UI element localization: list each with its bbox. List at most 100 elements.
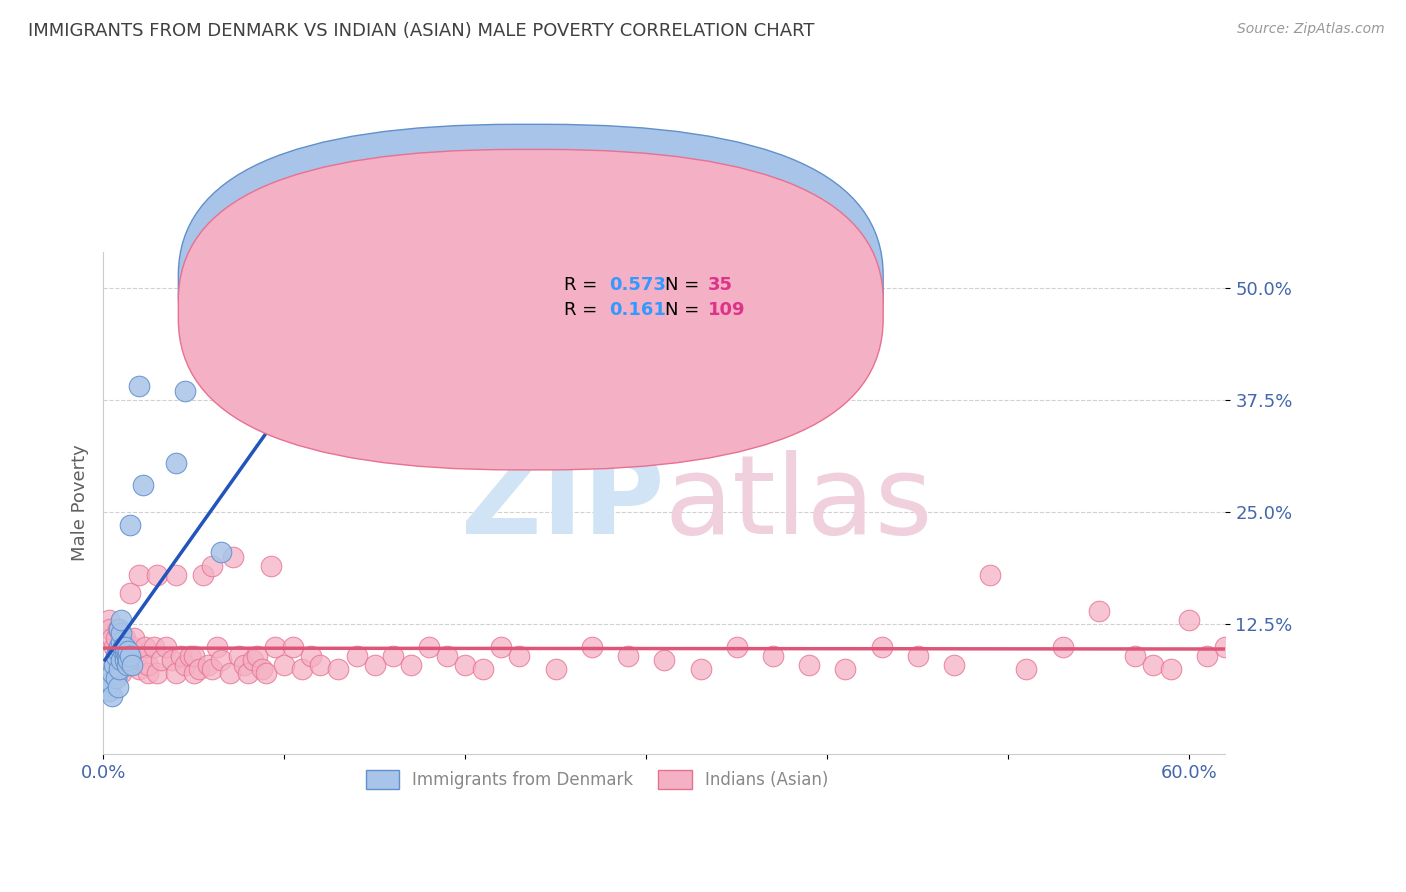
Point bbox=[115, 640, 138, 654]
Point bbox=[201, 662, 224, 676]
Point bbox=[228, 648, 250, 663]
Text: N =: N = bbox=[665, 276, 706, 293]
Point bbox=[103, 657, 125, 672]
Point bbox=[121, 657, 143, 672]
Point bbox=[97, 613, 120, 627]
Point bbox=[150, 653, 173, 667]
Point bbox=[246, 648, 269, 663]
Point bbox=[328, 425, 350, 439]
Point bbox=[183, 648, 205, 663]
Point bbox=[222, 549, 245, 564]
Point bbox=[114, 640, 136, 654]
Point bbox=[436, 648, 458, 663]
Point bbox=[104, 648, 127, 663]
Point bbox=[299, 648, 322, 663]
Point bbox=[155, 640, 177, 654]
Point bbox=[108, 640, 131, 654]
Point bbox=[254, 666, 277, 681]
Point bbox=[173, 384, 195, 398]
Point bbox=[107, 648, 129, 663]
Point bbox=[381, 648, 404, 663]
Point bbox=[907, 648, 929, 663]
Point bbox=[283, 640, 305, 654]
Y-axis label: Male Poverty: Male Poverty bbox=[72, 445, 89, 561]
Point bbox=[114, 648, 136, 663]
Point bbox=[146, 666, 169, 681]
Text: 0.573: 0.573 bbox=[609, 276, 666, 293]
Point bbox=[108, 662, 131, 676]
Point bbox=[98, 622, 121, 636]
Point bbox=[1160, 662, 1182, 676]
Point bbox=[107, 680, 129, 694]
Point bbox=[191, 567, 214, 582]
Point bbox=[146, 567, 169, 582]
Point bbox=[508, 648, 530, 663]
Point bbox=[108, 622, 131, 636]
Point bbox=[110, 653, 132, 667]
Point bbox=[1178, 613, 1201, 627]
Point bbox=[491, 640, 513, 654]
Point bbox=[108, 640, 131, 654]
Point bbox=[115, 657, 138, 672]
Point bbox=[762, 648, 785, 663]
Point bbox=[179, 648, 201, 663]
Point bbox=[108, 657, 131, 672]
Point bbox=[209, 545, 232, 559]
Point bbox=[120, 586, 142, 600]
Text: 0.161: 0.161 bbox=[609, 301, 666, 318]
Point bbox=[797, 657, 820, 672]
Point bbox=[454, 657, 477, 672]
Point bbox=[581, 640, 603, 654]
Point bbox=[165, 456, 187, 470]
Point bbox=[689, 662, 711, 676]
Point bbox=[128, 379, 150, 393]
Text: Source: ZipAtlas.com: Source: ZipAtlas.com bbox=[1237, 22, 1385, 37]
Point bbox=[834, 662, 856, 676]
Point bbox=[173, 657, 195, 672]
Text: R =: R = bbox=[564, 301, 609, 318]
Point bbox=[114, 631, 136, 645]
Point bbox=[128, 567, 150, 582]
Point bbox=[120, 518, 142, 533]
Point bbox=[1015, 662, 1038, 676]
Point bbox=[104, 648, 127, 663]
Text: IMMIGRANTS FROM DENMARK VS INDIAN (ASIAN) MALE POVERTY CORRELATION CHART: IMMIGRANTS FROM DENMARK VS INDIAN (ASIAN… bbox=[28, 22, 814, 40]
Point bbox=[107, 644, 129, 658]
Point bbox=[291, 352, 314, 367]
Text: R =: R = bbox=[564, 276, 603, 293]
Point bbox=[132, 648, 155, 663]
Point bbox=[870, 640, 893, 654]
Point bbox=[107, 666, 129, 681]
Point bbox=[418, 640, 440, 654]
Point bbox=[1215, 640, 1237, 654]
Point bbox=[117, 648, 139, 663]
Point bbox=[942, 657, 965, 672]
Point bbox=[472, 662, 495, 676]
Point bbox=[103, 640, 125, 654]
Point bbox=[134, 640, 156, 654]
Point bbox=[138, 657, 160, 672]
Point bbox=[170, 648, 193, 663]
Point bbox=[209, 653, 232, 667]
FancyBboxPatch shape bbox=[179, 150, 883, 470]
Point bbox=[264, 640, 287, 654]
Text: 109: 109 bbox=[709, 301, 745, 318]
Point bbox=[138, 666, 160, 681]
Point bbox=[110, 635, 132, 649]
Point bbox=[114, 644, 136, 658]
Point bbox=[104, 671, 127, 685]
Point bbox=[242, 653, 264, 667]
Point bbox=[260, 558, 283, 573]
Point bbox=[1087, 604, 1109, 618]
Point bbox=[725, 640, 748, 654]
Point bbox=[110, 613, 132, 627]
Point bbox=[309, 657, 332, 672]
Point bbox=[328, 662, 350, 676]
Point bbox=[132, 478, 155, 492]
Point bbox=[112, 640, 135, 654]
Point bbox=[165, 567, 187, 582]
Point bbox=[115, 648, 138, 663]
Point bbox=[110, 648, 132, 663]
Point bbox=[121, 640, 143, 654]
Point bbox=[98, 675, 121, 690]
